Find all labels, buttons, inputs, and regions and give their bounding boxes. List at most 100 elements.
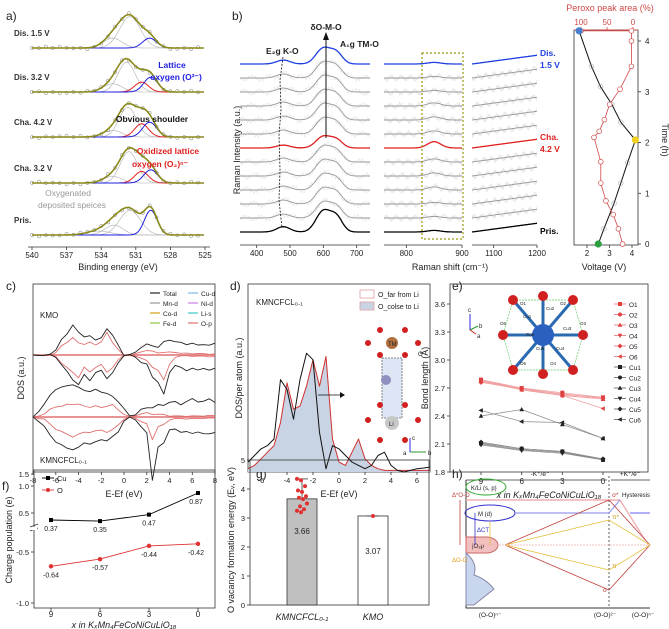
- x2-tick-label: 50: [603, 18, 612, 27]
- raman-trace: [240, 186, 370, 205]
- x-tick-label: 531: [129, 251, 143, 260]
- oxygen-atom: [365, 417, 371, 423]
- x-tick-label: 6: [415, 476, 419, 485]
- state-marker: [594, 240, 602, 248]
- plot-frame: [449, 283, 649, 473]
- state-label: (O-O)²⁻: [594, 612, 617, 619]
- raman-raw-trace: [239, 86, 370, 111]
- x2-tick-label: 0: [631, 18, 636, 27]
- data-point: [299, 478, 303, 483]
- peroxo-point: [628, 28, 635, 34]
- x-tick-label: -6: [258, 476, 265, 485]
- voltage-point: [618, 180, 624, 186]
- xps-component-red: [32, 123, 204, 138]
- raman-raw-trace: [383, 112, 463, 125]
- raman-trace: [384, 158, 462, 163]
- annotation: A₁g TM-O: [340, 39, 379, 49]
- legend-label: Cu2: [629, 376, 641, 383]
- legend-marker: [617, 322, 623, 327]
- y-tick-label: -1.0: [16, 599, 29, 608]
- value-label: 3.66: [294, 527, 310, 536]
- legend-label: Cu1: [629, 365, 641, 372]
- atom-label: O6: [500, 321, 507, 326]
- total-dos-curve: [32, 416, 216, 481]
- trace-label: Cha. 4.2 V: [14, 118, 53, 127]
- atom-label: Cu1: [523, 314, 532, 319]
- atom-label: O3: [580, 321, 587, 326]
- raman-trace: [471, 68, 537, 79]
- y-tick-label: 1: [645, 189, 650, 198]
- x-tick-label: 500: [283, 249, 297, 258]
- y-tick-label: 0.5: [19, 509, 29, 518]
- band-label: |O₂p: [472, 544, 485, 550]
- raman-trace: [471, 96, 537, 107]
- center-atom: [532, 324, 554, 346]
- x-axis-label: Voltage (V): [582, 262, 627, 272]
- bond-length-marker: [478, 443, 484, 448]
- y-tick-label: 1.0: [19, 482, 29, 491]
- lower-band: [465, 551, 495, 606]
- legend-label: Ni-d: [201, 301, 213, 308]
- bond-length-line: [480, 410, 604, 439]
- axis-a-vector: [469, 329, 477, 335]
- peroxo-point: [603, 198, 609, 204]
- trace-label: Cha.: [540, 132, 558, 142]
- legend-marker: [617, 333, 623, 338]
- bond-length-marker: [519, 419, 524, 424]
- legend-label: O_far from Li: [378, 292, 419, 299]
- raman-trace-highlight: [240, 46, 370, 65]
- atom-label: Cu2: [546, 306, 555, 311]
- voltage-point: [611, 200, 617, 207]
- x-tick-label: -2: [310, 476, 317, 485]
- bond-length-marker: [559, 393, 565, 398]
- arrow-head: [340, 392, 345, 398]
- oxygen-atom: [377, 352, 383, 358]
- legend-swatch: [359, 289, 375, 299]
- kli-band: [465, 478, 507, 496]
- legend-label: Cu-d: [201, 291, 215, 298]
- panel-label: h): [452, 467, 463, 481]
- peroxo-point: [591, 134, 597, 141]
- y-tick-label: 1: [241, 572, 245, 581]
- delta-label: ΔO-O: [452, 558, 468, 564]
- annotation: -K⁺/e⁻: [531, 471, 550, 478]
- xps-data-point: [113, 166, 117, 170]
- atom-label: Cu3: [563, 326, 572, 331]
- bond-length-marker: [478, 413, 484, 418]
- annotation: oxygen (O₂)ⁿ⁻: [132, 159, 189, 169]
- raman-trace: [240, 144, 370, 163]
- annotation: deposited speices: [38, 200, 106, 210]
- level-label: π: [612, 563, 617, 570]
- bond-length-line: [480, 443, 604, 461]
- bond-length-line: [480, 441, 604, 460]
- axis-label: a: [477, 334, 481, 340]
- legend-label: O1: [629, 302, 638, 309]
- x-tick-label: -4: [75, 476, 82, 485]
- total-dos-curve: [32, 353, 216, 395]
- raman-raw-trace: [239, 59, 371, 83]
- bond-length-marker: [519, 387, 524, 393]
- charge-marker: [97, 556, 103, 562]
- panel-label: d): [230, 279, 241, 293]
- li-o-distance-box: [381, 357, 403, 419]
- data-label: 0.35: [93, 527, 107, 534]
- raman-trace-highlight: [383, 61, 462, 65]
- data-label: -0.64: [43, 572, 59, 579]
- legend-label: O: [57, 486, 63, 495]
- raman-raw-trace: [383, 72, 463, 83]
- legend-label: O_colse to Li: [378, 304, 419, 311]
- tm-atom: [386, 337, 398, 349]
- y-tick-label: 3: [241, 514, 245, 523]
- x-tick-label: 3: [607, 249, 612, 258]
- xps-fit-envelope: [32, 57, 204, 93]
- peroxo-point: [615, 226, 622, 232]
- sigma-star-level: [466, 499, 646, 541]
- legend-label: Fe-d: [163, 321, 177, 328]
- xps-component-gray: [32, 130, 204, 138]
- xps-fit-envelope: [32, 147, 204, 184]
- voltage-curve: [578, 30, 636, 245]
- x-tick-label: 534: [95, 251, 109, 260]
- delta-label: ΔCT: [477, 528, 489, 534]
- raman-raw-trace: [239, 141, 371, 166]
- legend-label: O5: [629, 344, 638, 351]
